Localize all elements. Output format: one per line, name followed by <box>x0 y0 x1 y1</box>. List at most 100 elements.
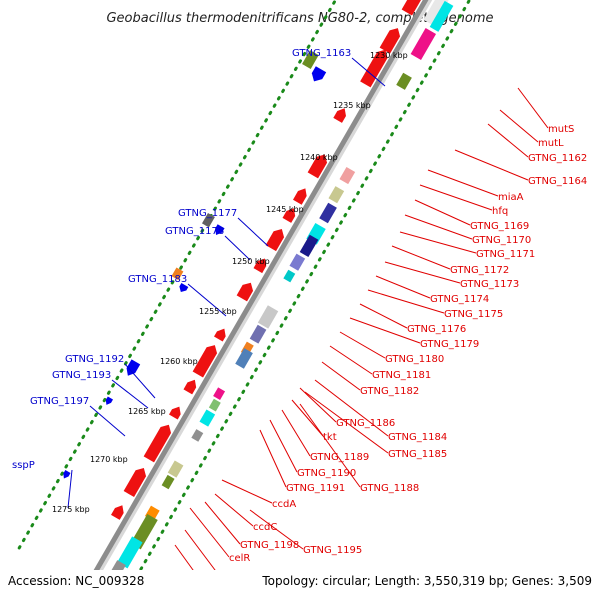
tick-track-inner <box>121 0 472 600</box>
label-leader-blue <box>187 283 227 317</box>
gene-label-red: miaA <box>498 192 524 203</box>
outer-feature-4 <box>171 267 184 281</box>
gene-box-19 <box>167 460 184 478</box>
gene-label-blue: GTNG_1163 <box>292 48 351 59</box>
gene-label-red: GTNG_1171 <box>476 249 535 260</box>
label-leader-blue <box>124 363 156 399</box>
label-leader-red <box>321 361 361 391</box>
gene-label-red: GTNG_1169 <box>470 221 529 232</box>
label-leader-red <box>427 169 499 197</box>
gene-arrow-14 <box>143 424 172 463</box>
gene-label-blue: GTNG_1177 <box>178 208 237 219</box>
label-leader-red <box>517 87 549 129</box>
label-leader-red <box>299 403 361 488</box>
label-leader-red <box>384 261 461 284</box>
label-leader-red <box>349 317 421 344</box>
gene-box-12 <box>249 324 267 344</box>
tick-label: 1270 kbp <box>90 455 128 464</box>
gene-label-red: GTNG_1189 <box>310 452 369 463</box>
gene-box-20 <box>161 474 175 490</box>
genome-title: Geobacillus thermodenitrificans NG80-2, … <box>106 11 493 26</box>
gene-arrow-6 <box>282 208 296 223</box>
gene-label-red: GTNG_1174 <box>430 294 489 305</box>
tick-label: 1265 kbp <box>128 407 166 416</box>
gene-label-red: GTNG_1191 <box>286 483 345 494</box>
label-leader-red <box>249 509 304 550</box>
label-leader-red <box>314 379 389 437</box>
gene-box-9 <box>289 253 306 271</box>
outer-feature-1 <box>311 66 327 82</box>
label-leader-red <box>221 479 273 504</box>
gene-box-15 <box>213 387 226 401</box>
gene-label-red: GTNG_1190 <box>297 468 356 479</box>
gene-arrow-1 <box>379 28 401 54</box>
backbone-shadow <box>84 0 433 594</box>
tick-label: 1235 kbp <box>333 101 371 110</box>
tick-label: 1245 kbp <box>266 205 304 214</box>
gene-label-red: mutL <box>538 138 564 149</box>
gene-box-3 <box>396 72 412 90</box>
gene-arrow-5 <box>293 188 307 205</box>
gene-label-red: GTNG_1176 <box>407 324 466 335</box>
gene-box-14 <box>235 348 253 369</box>
backbone-layer <box>82 0 433 594</box>
gene-box-11 <box>257 305 279 329</box>
gene-label-red: celR <box>229 553 250 564</box>
label-leader-red <box>281 409 311 457</box>
gene-box-1 <box>429 0 454 32</box>
gene-label-red: GTNG_1186 <box>336 418 395 429</box>
tick-labels-layer: 1230 kbp 1235 kbp 1240 kbp 1245 kbp 1250 kbp… <box>52 51 408 514</box>
label-leader-red <box>399 231 477 254</box>
label-leader-blue <box>351 57 386 87</box>
gene-box-18 <box>191 429 204 442</box>
label-leader-blue <box>67 469 73 509</box>
label-leader-blue <box>224 235 251 261</box>
label-leader-red <box>359 303 408 329</box>
gene-label-red: GTNG_1164 <box>528 176 587 187</box>
gene-label-red: GTNG_1188 <box>360 483 419 494</box>
topology-text: Topology: circular; Length: 3,550,319 bp… <box>261 574 592 588</box>
feature-layer <box>63 0 456 578</box>
label-leader-red <box>304 391 389 454</box>
gene-arrow-16 <box>111 505 124 520</box>
gene-label-red: hfq <box>492 206 508 217</box>
gene-label-red: GTNG_1182 <box>360 386 419 397</box>
gene-label-red: GTNG_1180 <box>385 354 444 365</box>
label-leader-red <box>291 399 324 437</box>
gene-box-4 <box>339 167 356 185</box>
gene-arrow-10 <box>214 328 226 342</box>
gene-label-red: GTNG_1185 <box>388 449 447 460</box>
genome-backbone <box>82 0 429 592</box>
gene-box-5 <box>328 186 345 204</box>
label-leader-red <box>367 289 445 314</box>
gene-label-blue: GTNG_1197 <box>30 396 89 407</box>
gene-labels-layer: GTNG_1163 GTNG_1177 GTNG_1178 GTNG_1183 GTNG… <box>12 48 587 595</box>
tick-label: 1275 kbp <box>52 505 90 514</box>
label-leader-red <box>419 184 493 211</box>
label-leader-red <box>414 199 471 226</box>
gene-box-16 <box>208 398 221 412</box>
gene-label-red: GTNG_1179 <box>420 339 479 350</box>
gene-arrow-2 <box>360 49 388 88</box>
gene-arrow-9 <box>236 282 254 302</box>
label-leader-red <box>499 109 539 143</box>
gene-box-2 <box>410 27 437 60</box>
label-leader-red <box>269 419 298 473</box>
label-leader-red <box>487 123 529 158</box>
gene-arrow-7 <box>265 229 285 252</box>
label-leader-red <box>454 149 529 181</box>
label-leader-blue <box>89 405 126 437</box>
gene-label-red: GTNG_1173 <box>460 279 519 290</box>
gene-label-red: ccdA <box>272 499 296 510</box>
tick-label: 1255 kbp <box>199 307 237 316</box>
gene-arrow-12 <box>183 379 197 395</box>
gene-label-red: GTNG_1175 <box>444 309 503 320</box>
gene-label-red: GTNG_1195 <box>303 545 362 556</box>
gene-arrow-3 <box>333 108 346 123</box>
gene-arrow-13 <box>169 406 181 420</box>
outer-feature-7 <box>105 396 114 405</box>
label-leader-red <box>375 275 431 299</box>
gene-label-blue: GTNG_1192 <box>65 354 124 365</box>
label-leader-blue <box>237 217 269 247</box>
outer-feature-0 <box>302 50 319 70</box>
